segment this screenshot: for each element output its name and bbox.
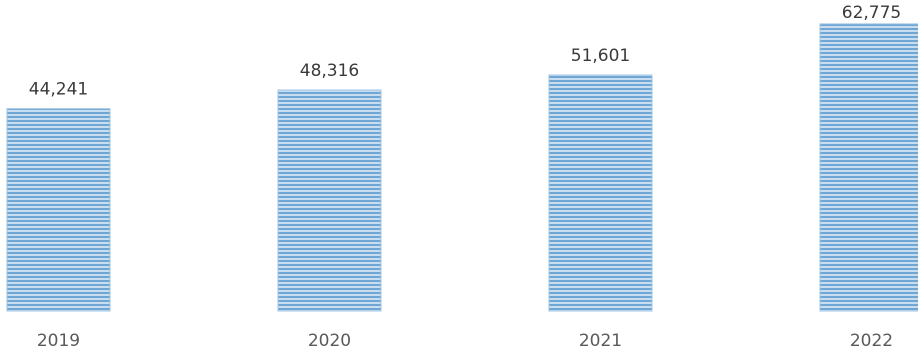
category-label-2022: 2022 bbox=[850, 331, 893, 351]
category-label-2021: 2021 bbox=[579, 331, 622, 351]
value-label-2019: 44,241 bbox=[29, 80, 88, 100]
bars-layer bbox=[6, 23, 918, 312]
bar-2021 bbox=[548, 74, 653, 312]
bar-2022 bbox=[819, 23, 918, 312]
value-label-2022: 62,775 bbox=[842, 3, 901, 23]
value-label-2020: 48,316 bbox=[300, 61, 359, 81]
value-label-2021: 51,601 bbox=[571, 46, 630, 66]
bar-2020 bbox=[277, 89, 382, 312]
category-label-2020: 2020 bbox=[308, 331, 351, 351]
labels-layer: 44,241 2019 48,316 2020 51,601 2021 62,775 2022 bbox=[29, 3, 901, 351]
bar-2019 bbox=[6, 108, 111, 312]
category-label-2019: 2019 bbox=[37, 331, 80, 351]
